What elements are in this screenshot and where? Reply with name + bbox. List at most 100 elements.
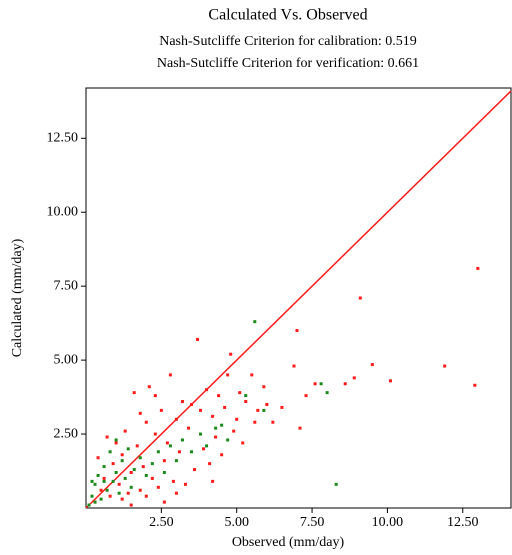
point bbox=[105, 488, 109, 492]
point bbox=[280, 405, 284, 409]
point bbox=[253, 420, 257, 424]
point bbox=[108, 494, 112, 498]
point bbox=[138, 456, 142, 460]
y-tick-label: 12.50 bbox=[47, 131, 79, 146]
subtitle: Nash-Sutcliffe Criterion for verificatio… bbox=[157, 56, 419, 71]
point bbox=[250, 373, 254, 377]
point bbox=[177, 450, 181, 454]
point bbox=[114, 438, 118, 442]
point bbox=[244, 394, 248, 398]
point bbox=[129, 485, 133, 489]
x-tick-label: 12.50 bbox=[447, 515, 479, 530]
point bbox=[93, 482, 97, 486]
point bbox=[214, 426, 218, 430]
point bbox=[111, 479, 115, 483]
point bbox=[105, 435, 109, 439]
point bbox=[162, 500, 166, 504]
y-axis-title: Calculated (mm/day) bbox=[10, 238, 25, 357]
point bbox=[174, 417, 178, 421]
y-tick-label: 2.50 bbox=[54, 426, 79, 441]
point bbox=[90, 479, 94, 483]
point bbox=[262, 385, 266, 389]
x-axis-title: Observed (mm/day) bbox=[232, 535, 345, 550]
point bbox=[334, 482, 338, 486]
point bbox=[241, 441, 245, 445]
point bbox=[117, 482, 121, 486]
subtitle: Nash-Sutcliffe Criterion for calibration… bbox=[159, 34, 417, 49]
point bbox=[193, 468, 197, 472]
chart-title: Calculated Vs. Observed bbox=[208, 7, 367, 24]
point bbox=[174, 491, 178, 495]
point bbox=[205, 444, 209, 448]
point bbox=[220, 423, 224, 427]
point bbox=[144, 494, 148, 498]
point bbox=[180, 400, 184, 404]
point bbox=[162, 471, 166, 475]
point bbox=[144, 473, 148, 477]
point bbox=[120, 459, 124, 463]
point bbox=[108, 450, 112, 454]
point bbox=[132, 391, 136, 395]
point bbox=[183, 482, 187, 486]
x-tick-label: 10.00 bbox=[372, 515, 404, 530]
point bbox=[298, 426, 302, 430]
point bbox=[199, 408, 203, 412]
point bbox=[171, 479, 175, 483]
point bbox=[156, 485, 160, 489]
point bbox=[144, 420, 148, 424]
point bbox=[238, 391, 242, 395]
point bbox=[313, 382, 317, 386]
point bbox=[388, 379, 392, 383]
point bbox=[205, 388, 209, 392]
point bbox=[102, 479, 106, 483]
point bbox=[235, 417, 239, 421]
point bbox=[443, 364, 447, 368]
point bbox=[162, 459, 166, 463]
point bbox=[244, 400, 248, 404]
point bbox=[93, 500, 97, 504]
point bbox=[196, 337, 200, 341]
point bbox=[343, 382, 347, 386]
point bbox=[159, 408, 163, 412]
point bbox=[202, 447, 206, 451]
point bbox=[153, 432, 157, 436]
point bbox=[135, 444, 139, 448]
point bbox=[473, 383, 477, 387]
point bbox=[141, 465, 145, 469]
y-tick-label: 10.00 bbox=[47, 204, 79, 219]
point bbox=[189, 450, 193, 454]
point bbox=[476, 266, 480, 270]
x-tick-label: 7.50 bbox=[300, 515, 325, 530]
point bbox=[138, 488, 142, 492]
point bbox=[147, 385, 151, 389]
point bbox=[87, 503, 91, 507]
point bbox=[150, 462, 154, 466]
point bbox=[199, 432, 203, 436]
point bbox=[156, 450, 160, 454]
point bbox=[114, 471, 118, 475]
point bbox=[165, 441, 169, 445]
point bbox=[126, 491, 130, 495]
point bbox=[352, 376, 356, 380]
point bbox=[123, 476, 127, 480]
x-tick-label: 2.50 bbox=[149, 515, 174, 530]
point bbox=[102, 476, 106, 480]
point bbox=[111, 462, 115, 466]
point bbox=[99, 497, 103, 501]
point bbox=[168, 373, 172, 377]
point bbox=[153, 394, 157, 398]
y-tick-label: 5.00 bbox=[54, 352, 79, 367]
point bbox=[214, 435, 218, 439]
point bbox=[180, 438, 184, 442]
point bbox=[358, 296, 362, 300]
point bbox=[292, 364, 296, 368]
point bbox=[96, 456, 100, 460]
point bbox=[226, 438, 230, 442]
point bbox=[256, 408, 260, 412]
point bbox=[114, 441, 118, 445]
x-tick-label: 5.00 bbox=[224, 515, 249, 530]
point bbox=[226, 373, 230, 377]
point bbox=[217, 394, 221, 398]
point bbox=[211, 414, 215, 418]
